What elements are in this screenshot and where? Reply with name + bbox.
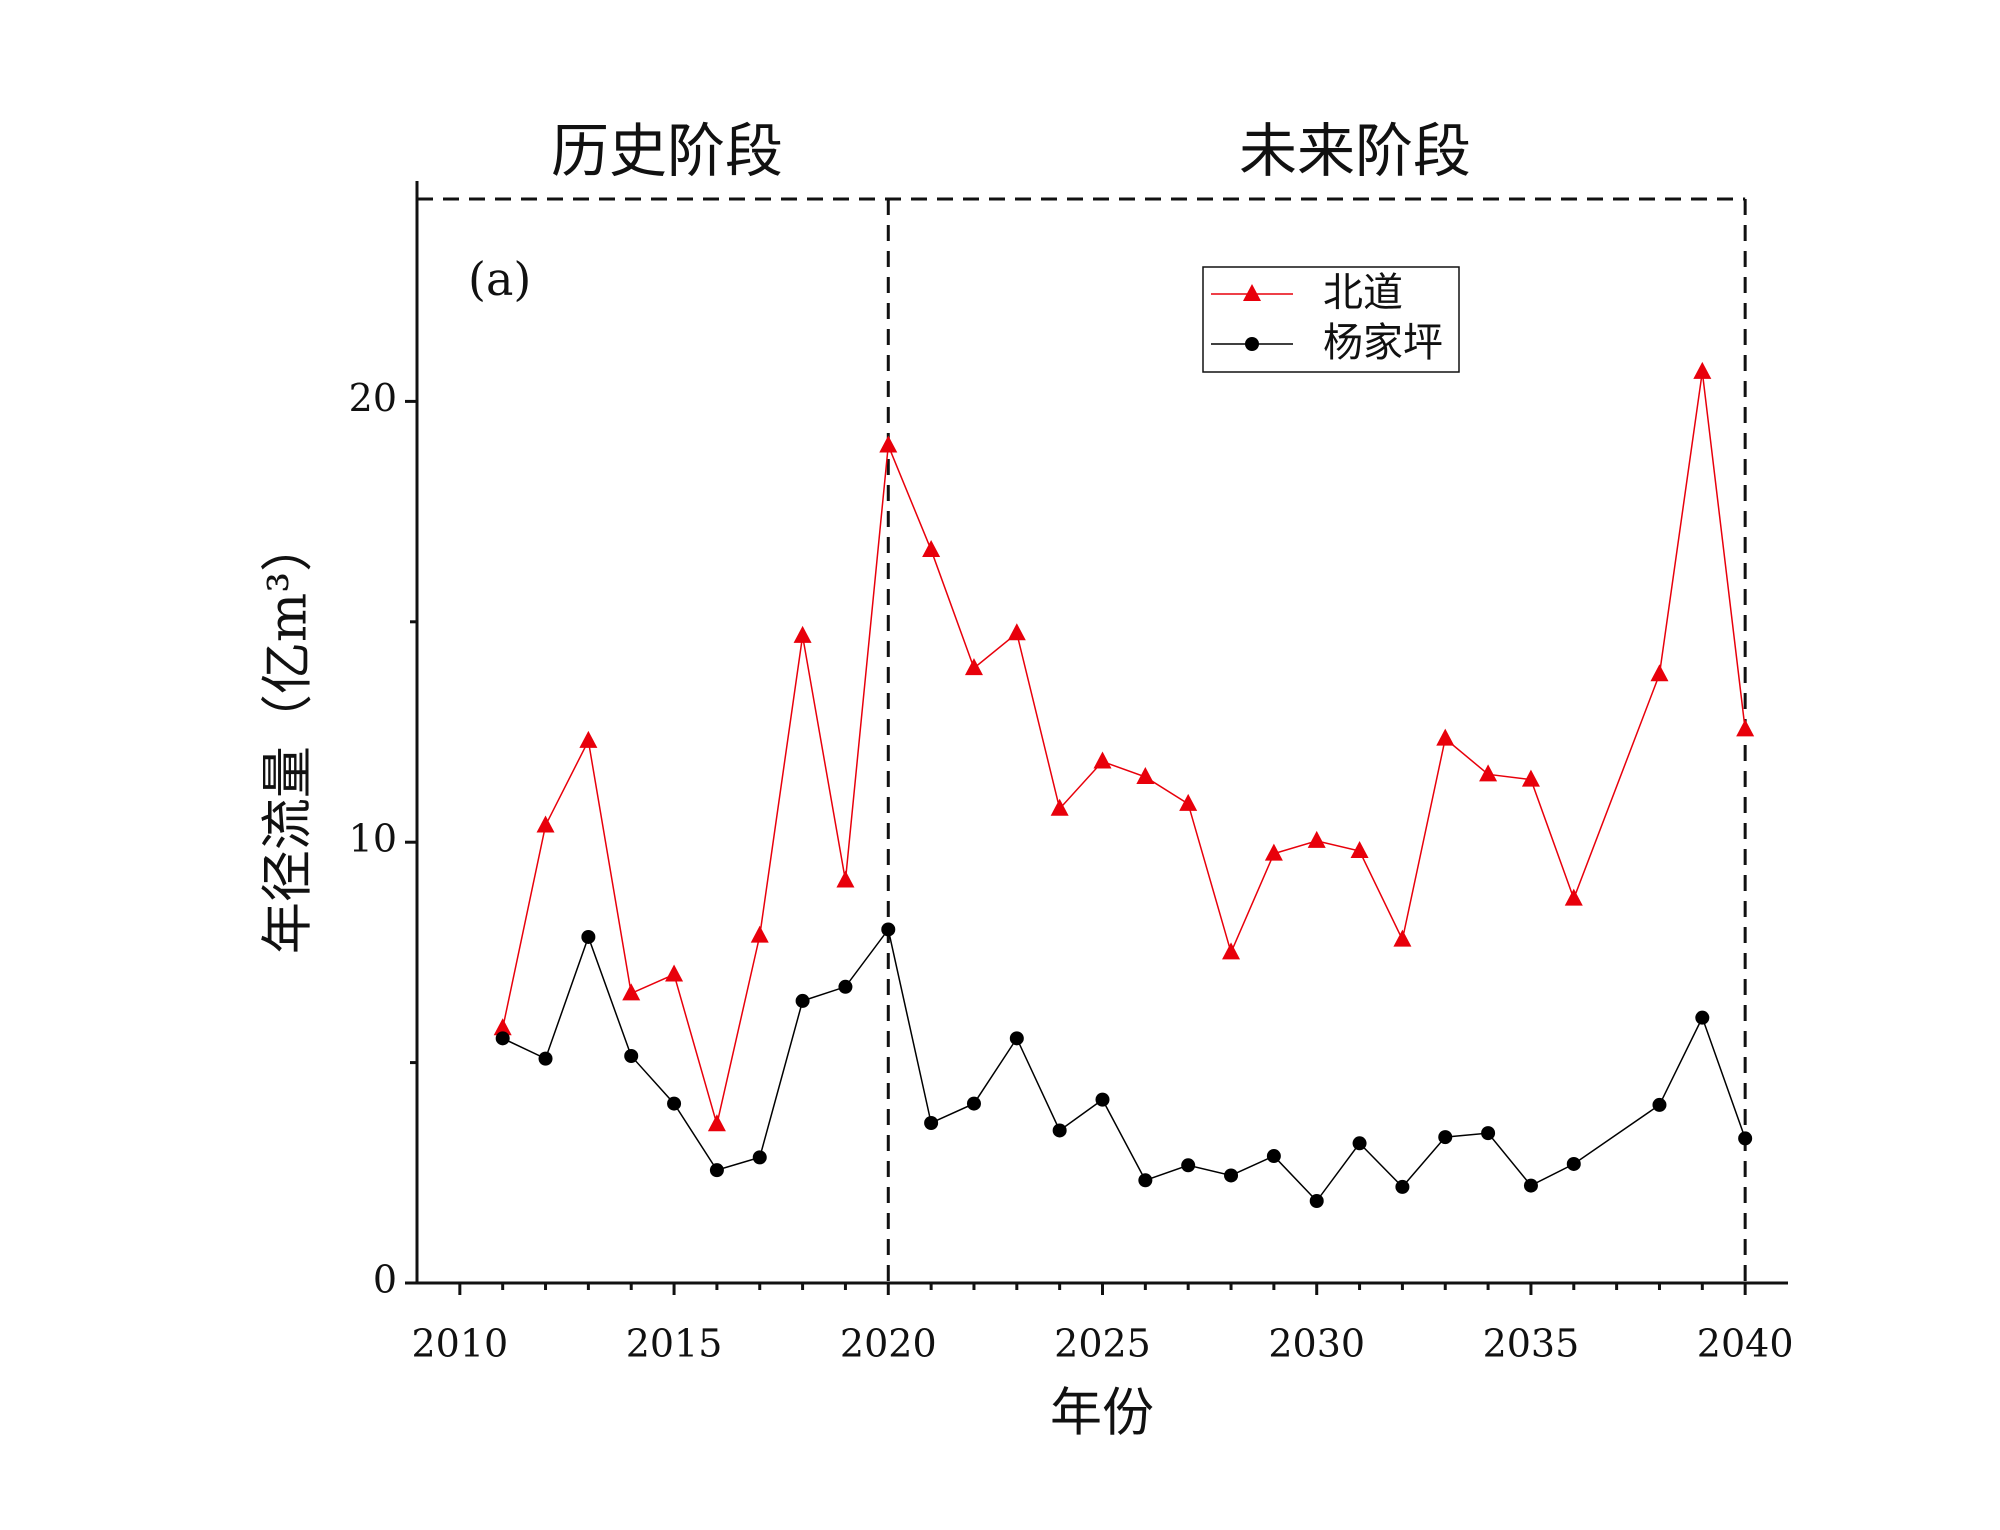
triangle-marker [1436,728,1455,746]
triangle-marker [1179,793,1198,811]
x-tick-label: 2040 [1697,1322,1794,1366]
circle-marker [1738,1131,1753,1146]
circle-marker [709,1163,724,1178]
series-line [501,371,1746,1125]
circle-marker [1009,1031,1024,1046]
circle-marker [1138,1173,1153,1188]
triangle-marker [1350,841,1369,859]
circle-marker [1352,1136,1367,1151]
circle-marker [624,1048,639,1063]
triangle-marker [622,983,641,1001]
triangle-marker [879,435,898,453]
x-tick-label: 2010 [411,1322,508,1366]
triangle-marker [1479,764,1498,782]
circle-marker [838,979,853,994]
x-tick-label: 2030 [1268,1322,1365,1366]
circle-marker [795,993,810,1008]
triangle-marker [922,539,941,557]
triangle-marker [1393,929,1412,947]
triangle-marker [1243,284,1261,301]
circle-marker [538,1051,553,1066]
y-tick-label: 20 [349,376,397,420]
triangle-marker [1564,888,1583,906]
triangle-marker [579,730,598,748]
triangle-marker [707,1114,726,1132]
triangle-marker [1521,769,1540,787]
x-tick-label: 2015 [626,1322,723,1366]
x-tick-label: 2025 [1054,1322,1151,1366]
circle-marker [1523,1178,1538,1193]
x-tick-label: 2020 [840,1322,937,1366]
circle-marker [1309,1194,1324,1209]
triangle-marker [1093,751,1112,769]
circle-marker [1181,1158,1196,1173]
triangle-marker [1050,798,1069,816]
circle-marker [1695,1010,1710,1025]
triangle-marker [1222,942,1241,960]
triangle-marker [493,1018,512,1036]
circle-marker [1095,1092,1110,1107]
phase-label: 历史阶段 [551,117,783,185]
series-line [502,927,1746,1203]
circle-marker [881,922,896,937]
circle-marker [752,1150,767,1165]
circle-marker [1266,1149,1281,1164]
triangle-marker [1693,361,1712,379]
triangle-marker [1007,623,1026,641]
circle-marker [495,1031,510,1046]
triangle-marker [1264,843,1283,861]
triangle-marker [1736,719,1755,737]
triangle-marker [1307,830,1326,848]
circle-marker [966,1096,981,1111]
legend-box [1202,266,1460,373]
legend-label: 杨家坪 [1323,320,1443,366]
legend-label: 北道 [1323,270,1403,316]
y-axis-title: 年径流量（亿m³） [259,520,319,954]
circle-marker [667,1096,682,1111]
x-tick-label: 2035 [1483,1322,1580,1366]
triangle-marker [536,815,555,833]
circle-marker [581,929,596,944]
circle-marker [1395,1179,1410,1194]
circle-marker [1245,337,1259,351]
phase-label: 未来阶段 [1239,117,1471,185]
triangle-marker [1650,664,1669,682]
triangle-marker [836,870,855,888]
circle-marker [1481,1126,1496,1141]
circle-marker [924,1115,939,1130]
circle-marker [1652,1097,1667,1112]
triangle-marker [793,625,812,643]
panel-label: (a) [468,252,531,306]
x-axis-title: 年份 [1050,1384,1154,1444]
y-tick-label: 10 [349,817,397,861]
triangle-marker [1136,766,1155,784]
circle-marker [1566,1156,1581,1171]
circle-marker [1052,1123,1067,1138]
circle-marker [1438,1130,1453,1145]
circle-marker [1224,1168,1239,1183]
y-tick-label: 0 [373,1258,397,1302]
triangle-marker [750,925,769,943]
triangle-marker [665,964,684,982]
triangle-marker [964,658,983,676]
